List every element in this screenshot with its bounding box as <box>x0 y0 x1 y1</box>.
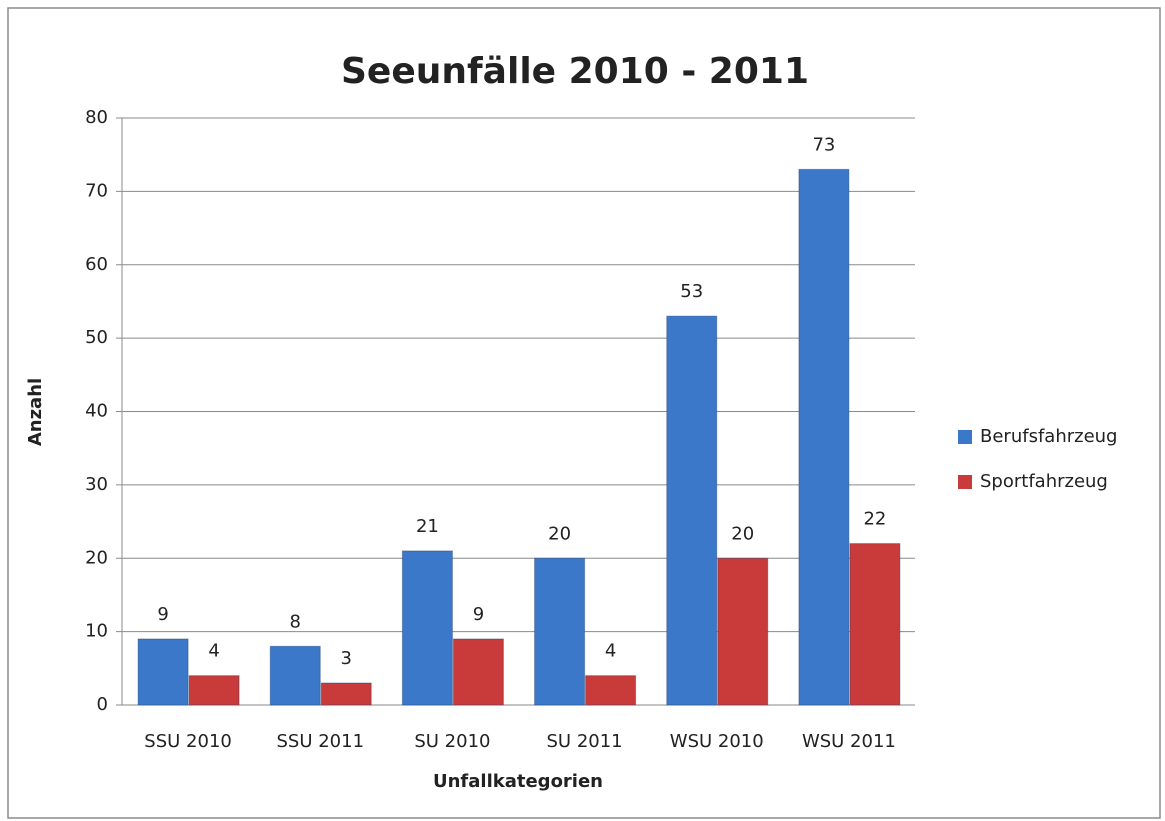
y-tick-label: 80 <box>85 107 108 128</box>
legend-label: Berufsfahrzeug <box>980 426 1117 447</box>
bar <box>666 315 718 706</box>
data-label: 3 <box>341 648 352 669</box>
y-tick-label: 20 <box>85 547 108 568</box>
bar <box>320 682 372 706</box>
data-label: 9 <box>473 604 484 625</box>
y-tick-label: 40 <box>85 401 108 422</box>
data-label: 53 <box>680 281 703 302</box>
data-label: 20 <box>731 523 754 544</box>
x-tick-label: SSU 2010 <box>144 731 232 752</box>
y-axis-label: Anzahl <box>25 378 46 446</box>
y-tick-label: 70 <box>85 180 108 201</box>
y-tick-label: 60 <box>85 254 108 275</box>
x-tick-label: WSU 2010 <box>670 731 764 752</box>
bar <box>401 550 453 706</box>
bar <box>137 638 189 706</box>
x-tick-label: SSU 2011 <box>276 731 364 752</box>
x-tick-label: SU 2011 <box>547 731 623 752</box>
x-axis-label: Unfallkategorien <box>433 771 603 792</box>
y-tick-label: 10 <box>85 621 108 642</box>
bar <box>798 168 850 706</box>
data-label: 21 <box>416 516 439 537</box>
bar <box>849 543 901 706</box>
x-tick-label: WSU 2011 <box>802 731 896 752</box>
bar <box>717 557 769 706</box>
x-tick-label: SU 2010 <box>414 731 490 752</box>
data-label: 20 <box>548 523 571 544</box>
bar <box>585 675 637 706</box>
bar <box>188 675 240 706</box>
data-label: 73 <box>812 134 835 155</box>
y-tick-label: 0 <box>97 694 108 715</box>
y-tick-label: 50 <box>85 327 108 348</box>
bar <box>452 638 504 706</box>
legend-label: Sportfahrzeug <box>980 471 1108 492</box>
data-label: 4 <box>605 641 616 662</box>
data-label: 9 <box>157 604 168 625</box>
legend-swatch <box>958 430 972 444</box>
data-label: 4 <box>208 641 219 662</box>
data-label: 8 <box>290 611 301 632</box>
legend-swatch <box>958 475 972 489</box>
bar <box>269 645 321 706</box>
data-label: 22 <box>863 509 886 530</box>
bar <box>534 557 586 706</box>
y-tick-label: 30 <box>85 474 108 495</box>
chart-title: Seeunfälle 2010 - 2011 <box>341 51 809 92</box>
